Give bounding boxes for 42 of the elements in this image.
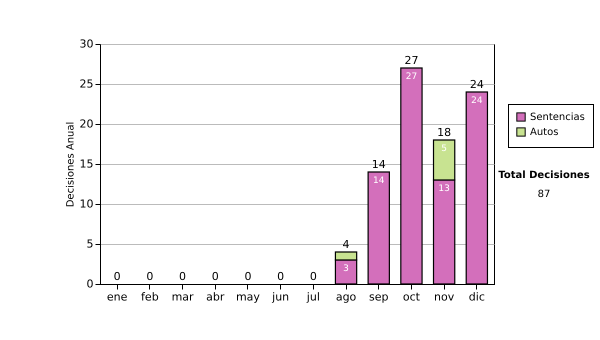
x-tick-label: ago <box>336 290 357 304</box>
x-tick-label: jul <box>306 290 320 304</box>
total-label: 0 <box>114 270 121 283</box>
total-label: 0 <box>179 270 186 283</box>
total-label: 0 <box>212 270 219 283</box>
y-tick-label: 20 <box>80 118 94 130</box>
total-label: 0 <box>244 270 252 283</box>
x-tick-label: ene <box>106 290 128 304</box>
x-tick-label: sep <box>369 290 388 304</box>
y-tick-label: 10 <box>80 198 94 210</box>
data-label: 3 <box>343 264 349 274</box>
y-tick-label: 0 <box>86 278 94 290</box>
text: 87 <box>536 189 552 200</box>
data-label: 5 <box>441 144 448 154</box>
x-tick-label: feb <box>141 290 159 304</box>
x-tick-label: may <box>236 290 260 304</box>
data-label: 24 <box>471 96 483 106</box>
x-tick-label: nov <box>434 290 455 304</box>
total-label: 0 <box>146 270 154 283</box>
x-tick-label: abr <box>206 290 225 304</box>
total-label: 18 <box>437 126 452 139</box>
y-tick-label: 30 <box>80 38 94 50</box>
x-tick-label: oct <box>402 290 421 304</box>
total-label: 27 <box>404 54 418 67</box>
total-label: 14 <box>372 158 386 171</box>
total-label: 4 <box>342 238 350 251</box>
legend-label: Autos <box>530 127 558 138</box>
data-label: 27 <box>406 72 418 82</box>
y-axis-title: Decisiones Anual <box>66 122 77 208</box>
data-label: 14 <box>373 176 385 186</box>
y-tick-label: 25 <box>80 78 94 90</box>
total-label: 0 <box>310 270 317 283</box>
x-tick-label: mar <box>172 290 194 304</box>
legend-label: Sentencias <box>530 112 585 123</box>
y-tick-label: 15 <box>80 158 94 170</box>
y-tick-label: 5 <box>86 238 94 250</box>
text: Total Decisiones <box>497 170 591 181</box>
x-tick-label: jun <box>271 290 290 304</box>
total-label: 24 <box>470 78 484 91</box>
data-label: 13 <box>438 184 450 194</box>
x-tick-label: dic <box>468 290 485 304</box>
total-label: 0 <box>277 270 284 283</box>
